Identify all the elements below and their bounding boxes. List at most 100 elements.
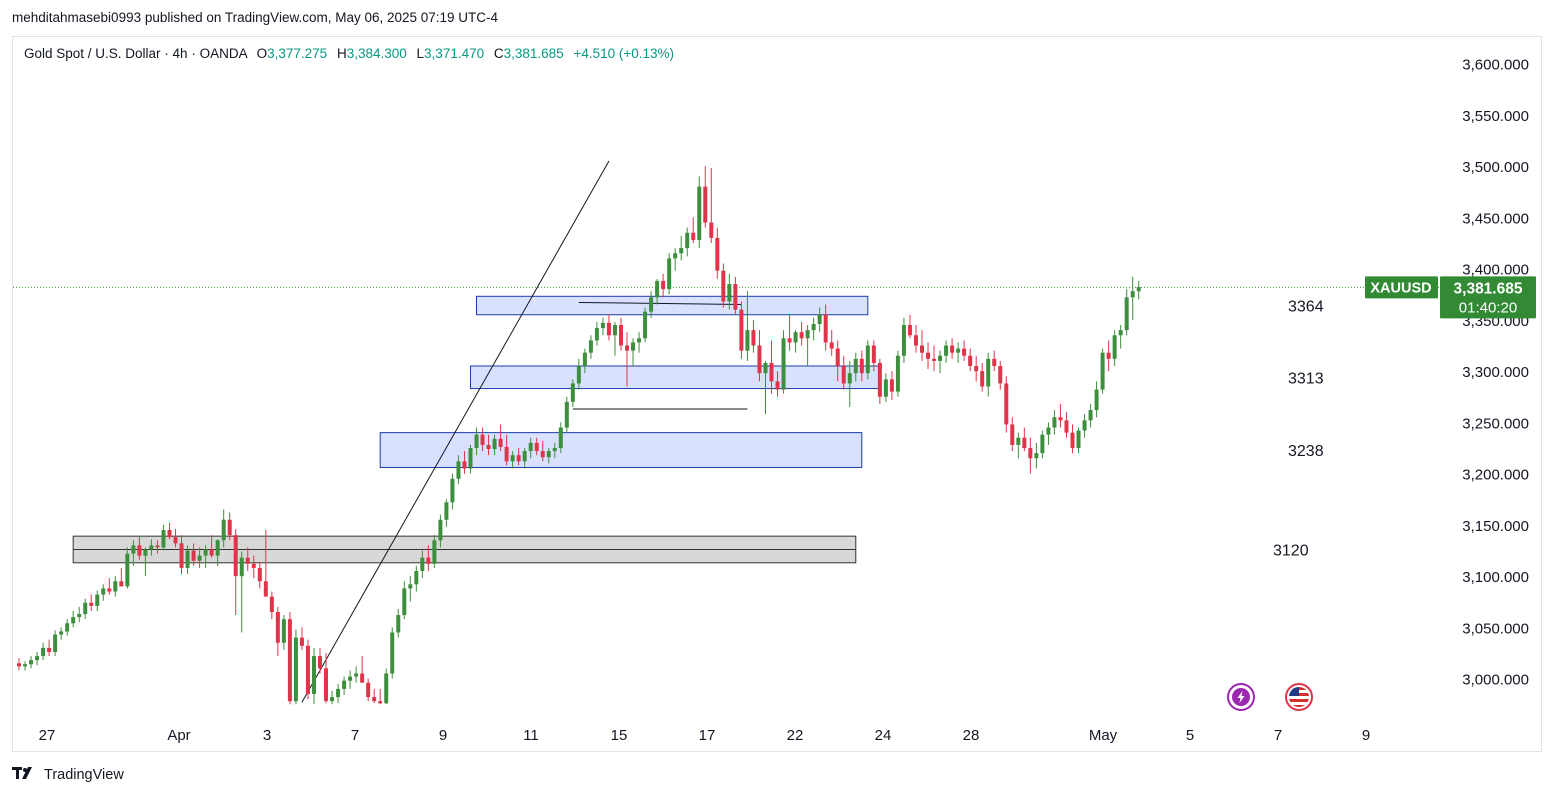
candle[interactable] (83, 598, 88, 620)
candle[interactable] (733, 276, 738, 315)
candle[interactable] (185, 545, 190, 575)
candle[interactable] (131, 540, 136, 566)
zone-3313[interactable] (470, 365, 881, 390)
candle[interactable] (980, 362, 985, 392)
candle[interactable] (245, 547, 250, 571)
candle[interactable] (179, 535, 184, 575)
candle[interactable] (775, 371, 780, 397)
candle[interactable] (1004, 376, 1009, 433)
candle[interactable] (793, 330, 798, 353)
candle[interactable] (956, 342, 961, 363)
candle[interactable] (612, 321, 617, 356)
candle[interactable] (606, 314, 611, 341)
candle[interactable] (685, 227, 690, 257)
chart-frame[interactable] (12, 36, 1542, 752)
candle[interactable] (516, 448, 521, 466)
candle[interactable] (444, 499, 449, 527)
candle[interactable] (895, 350, 900, 397)
candle[interactable] (1088, 403, 1093, 428)
candle[interactable] (203, 545, 208, 568)
candle[interactable] (853, 352, 858, 382)
candle[interactable] (1106, 340, 1111, 372)
candle[interactable] (697, 176, 702, 249)
candle[interactable] (649, 291, 654, 318)
candle[interactable] (871, 340, 876, 372)
candle[interactable] (787, 314, 792, 351)
candle[interactable] (673, 248, 678, 271)
candle[interactable] (1058, 403, 1063, 428)
candle[interactable] (354, 666, 359, 683)
candle[interactable] (89, 594, 94, 611)
trendline[interactable] (301, 160, 610, 703)
candle[interactable] (757, 330, 762, 382)
candle[interactable] (474, 427, 479, 456)
candle[interactable] (1010, 417, 1015, 452)
candle[interactable] (227, 512, 232, 541)
candle[interactable] (739, 301, 744, 359)
candle[interactable] (932, 345, 937, 372)
candle[interactable] (305, 639, 310, 700)
candle[interactable] (167, 522, 172, 540)
candle[interactable] (1040, 430, 1045, 459)
candle[interactable] (558, 422, 563, 454)
footer-brand[interactable]: TradingView (44, 767, 124, 783)
candle[interactable] (841, 355, 846, 390)
candle[interactable] (17, 658, 21, 671)
candle[interactable] (522, 448, 527, 469)
candle[interactable] (1124, 289, 1129, 336)
candle[interactable] (462, 451, 467, 474)
candle[interactable] (113, 576, 118, 597)
ohlc-legend[interactable]: Gold Spot / U.S. Dollar · 4h · OANDA O3,… (24, 46, 674, 61)
candle[interactable] (504, 434, 509, 466)
candle[interactable] (510, 451, 515, 469)
candle[interactable] (492, 434, 497, 456)
candle[interactable] (65, 619, 70, 636)
candle[interactable] (552, 442, 557, 459)
candle[interactable] (823, 304, 828, 351)
candle[interactable] (293, 629, 298, 705)
candle[interactable] (71, 610, 76, 628)
candle[interactable] (751, 319, 756, 353)
candle[interactable] (486, 434, 491, 456)
candle[interactable] (974, 355, 979, 382)
symbol-label[interactable]: Gold Spot / U.S. Dollar · 4h · OANDA (24, 46, 247, 61)
zone-3238[interactable] (379, 432, 863, 468)
candle[interactable] (191, 543, 196, 566)
candle[interactable] (661, 273, 666, 298)
candle[interactable] (366, 678, 371, 702)
candle[interactable] (77, 606, 82, 623)
candle[interactable] (1118, 325, 1123, 349)
candle[interactable] (318, 647, 322, 674)
candle[interactable] (817, 307, 822, 333)
candle[interactable] (582, 348, 587, 374)
candle[interactable] (468, 444, 473, 474)
candle[interactable] (432, 535, 437, 568)
candle[interactable] (420, 550, 425, 579)
candle[interactable] (781, 330, 786, 394)
candle[interactable] (360, 656, 365, 683)
candle[interactable] (703, 166, 708, 228)
candle[interactable] (1112, 330, 1117, 366)
candle[interactable] (1046, 422, 1051, 445)
candle[interactable] (378, 688, 383, 705)
candle[interactable] (637, 332, 642, 353)
candle[interactable] (859, 350, 864, 382)
candle[interactable] (47, 639, 52, 657)
candle[interactable] (655, 278, 660, 305)
candle[interactable] (311, 647, 316, 705)
range-top[interactable] (578, 301, 742, 305)
candle[interactable] (847, 360, 852, 407)
candle[interactable] (239, 551, 244, 633)
candle[interactable] (263, 530, 268, 597)
candle[interactable] (480, 427, 485, 452)
candle[interactable] (330, 690, 335, 705)
candle[interactable] (173, 528, 178, 548)
candle[interactable] (709, 168, 714, 243)
candle[interactable] (324, 653, 329, 704)
candle[interactable] (53, 630, 58, 657)
candle[interactable] (402, 581, 407, 620)
candle[interactable] (570, 379, 575, 407)
candle[interactable] (101, 584, 106, 601)
candle[interactable] (986, 352, 991, 397)
